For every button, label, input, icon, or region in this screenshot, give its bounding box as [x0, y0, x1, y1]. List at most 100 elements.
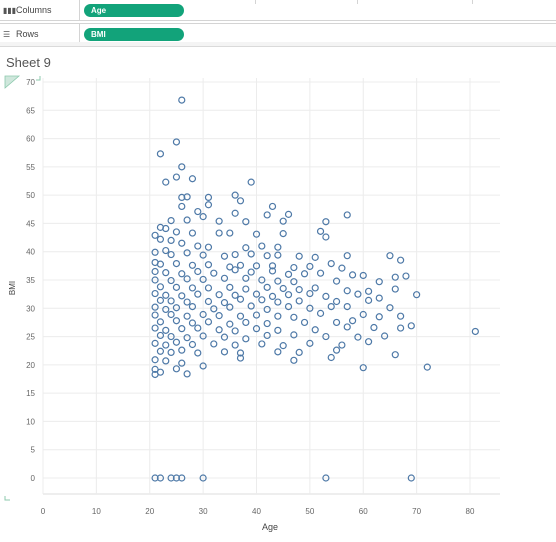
scatter-point [178, 239, 186, 247]
age-pill[interactable]: Age [84, 4, 184, 17]
scatter-point [204, 297, 213, 306]
scatter-point [156, 235, 165, 243]
rows-shelf-label: ☰ Rows [0, 24, 80, 44]
scatter-point [204, 201, 213, 209]
y-tick-label: 70 [26, 78, 35, 87]
scatter-point [397, 256, 405, 264]
scatter-point [284, 270, 293, 278]
scatter-point [375, 294, 383, 302]
scatter-point [183, 275, 191, 283]
scatter-point [156, 260, 165, 268]
scatter-point [236, 349, 245, 357]
scatter-point [343, 302, 351, 311]
scatter-point [258, 340, 266, 348]
scatter-point [300, 318, 309, 327]
scatter-point [471, 327, 479, 336]
x-tick-label: 10 [92, 507, 101, 516]
scatter-point [188, 284, 197, 292]
scatter-point [391, 351, 399, 359]
scatter-point [167, 348, 175, 357]
scatter-point [188, 175, 197, 183]
scatter-point [172, 317, 181, 325]
scatter-point [220, 348, 229, 356]
scatter-point [252, 311, 261, 319]
scatter-point [364, 338, 373, 346]
pane-corner-marker [4, 496, 10, 501]
scatter-point [162, 269, 170, 277]
scatter-point [172, 365, 181, 373]
scatter-point [183, 334, 191, 342]
scatter-point [263, 331, 271, 340]
y-tick-label: 55 [26, 163, 35, 172]
scatter-point [274, 277, 282, 285]
y-tick-label: 65 [26, 106, 35, 115]
scatter-point [407, 322, 415, 330]
scatter-point [290, 263, 298, 272]
scatter-point [231, 209, 239, 217]
scatter-point [162, 357, 170, 365]
scatter-point [220, 274, 229, 282]
scatter-point [156, 296, 165, 304]
scatter-point [178, 359, 186, 367]
scatter-point [359, 310, 367, 319]
scatter-point [220, 333, 229, 341]
scatter-point [284, 291, 293, 299]
scatter-point [183, 370, 191, 378]
scatter-point [151, 339, 159, 347]
scatter-point [172, 474, 181, 482]
scatter-point [263, 211, 271, 219]
scatter-point [423, 363, 431, 371]
scatter-point [226, 320, 234, 328]
scatter-point [172, 338, 181, 346]
scatter-point [242, 285, 250, 293]
scatter-point [343, 287, 351, 295]
scatter-point [183, 249, 191, 257]
scatter-point [178, 292, 186, 300]
y-tick-label: 10 [26, 417, 35, 426]
scatter-point [274, 251, 282, 259]
rows-drop-zone[interactable]: BMI [80, 24, 556, 44]
scatter-point [397, 312, 405, 320]
scatter-point [284, 302, 293, 311]
scatter-point [284, 210, 293, 218]
scatter-point [172, 173, 181, 181]
scatter-point [359, 364, 367, 372]
pane-corner-marker [4, 75, 21, 89]
bmi-pill[interactable]: BMI [84, 28, 184, 41]
scatter-point [199, 474, 207, 482]
scatter-point [252, 290, 261, 298]
scatter-point [194, 207, 202, 216]
scatter-point [215, 229, 223, 237]
scatter-point [151, 248, 159, 256]
scatter-point [327, 259, 335, 268]
x-tick-label: 20 [145, 507, 154, 516]
scatter-point [332, 277, 341, 285]
x-tick-label: 30 [199, 507, 208, 516]
scatter-point [279, 217, 287, 225]
scatter-point [162, 178, 170, 186]
scatter-point [295, 297, 303, 305]
scatter-point [274, 312, 282, 320]
scatter-point [306, 304, 314, 312]
scatter-point [391, 285, 399, 293]
scatter-point [311, 284, 319, 292]
scatter-point [268, 267, 277, 275]
scatter-point [162, 291, 170, 299]
scatter-point [151, 303, 159, 311]
scatter-point [407, 474, 415, 482]
rows-icon: ☰ [3, 30, 11, 39]
scatter-point [332, 297, 341, 306]
scatter-point [172, 228, 181, 236]
scatter-point [343, 252, 351, 260]
scatter-point [204, 318, 213, 326]
scatter-point [338, 264, 346, 272]
scatter-point [279, 342, 287, 350]
columns-drop-zone[interactable]: Age [80, 0, 556, 20]
scatter-point [156, 283, 165, 291]
scatter-point [199, 310, 207, 319]
scatter-point [242, 218, 250, 226]
scatter-point [172, 283, 181, 291]
scatter-point [306, 262, 314, 271]
scatter-point [156, 150, 165, 158]
